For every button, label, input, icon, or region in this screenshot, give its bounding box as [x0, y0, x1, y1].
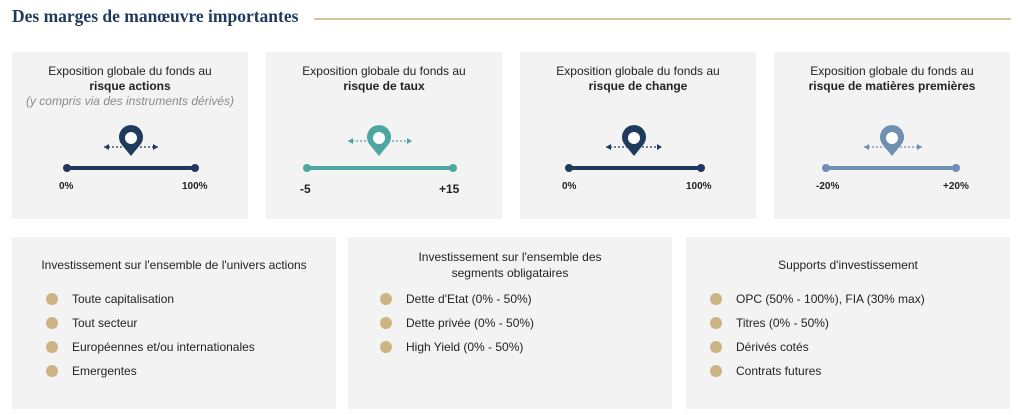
list-item-label: Titres (0% - 50%): [736, 316, 829, 330]
list-item-label: Européennes et/ou internationales: [72, 340, 255, 354]
exposure-title-line: Exposition globale du fonds au: [302, 64, 466, 78]
map-pin-icon: [622, 125, 646, 156]
exposure-title-line: Exposition globale du fonds au: [48, 64, 212, 78]
page-title: Des marges de manœuvre importantes: [12, 6, 299, 26]
exposure-gauge: [63, 125, 199, 172]
exposure-risk-name: risque de matières premières: [808, 79, 976, 93]
map-pin-icon: [119, 125, 143, 156]
bullet-dot-icon: [710, 293, 722, 305]
list-card-obligataires: Investissement sur l'ensemble des segmen…: [348, 237, 672, 409]
bullet-dot-icon: [380, 293, 392, 305]
bullet-dot-icon: [710, 341, 722, 353]
bullet-dot-icon: [710, 365, 722, 377]
exposure-card-matieres-premieres: Exposition globale du fonds au risque de…: [774, 52, 1010, 219]
exposure-risk-name: risque de taux: [343, 79, 425, 93]
exposure-gauge: [822, 125, 960, 172]
exposure-card-actions: Exposition globale du fonds au risque ac…: [12, 52, 248, 219]
list-title-line: Investissement sur l'ensemble des: [418, 250, 602, 264]
gauge-min-label: 0%: [562, 181, 577, 192]
list-item-label: Tout secteur: [72, 316, 138, 330]
list-item-label: Toute capitalisation: [72, 292, 175, 306]
list-card-title: Investissement sur l'ensemble de l'unive…: [12, 257, 336, 273]
exposure-title-line: Exposition globale du fonds au: [810, 64, 974, 78]
list-card-actions: Investissement sur l'ensemble de l'unive…: [12, 237, 336, 409]
gauge-max-label: 100%: [182, 181, 208, 192]
bullet-dot-icon: [710, 317, 722, 329]
exposure-card-taux: Exposition globale du fonds au risque de…: [266, 52, 502, 219]
title-divider: [314, 18, 1011, 20]
list-item-label: Contrats futures: [736, 364, 822, 378]
list-item-label: Emergentes: [72, 364, 137, 378]
list-item-label: Dérivés cotés: [736, 340, 809, 354]
exposure-card-title: Exposition globale du fonds au risque de…: [774, 64, 1010, 94]
gauge-min-label: 0%: [59, 181, 74, 192]
exposure-card-change: Exposition globale du fonds au risque de…: [520, 52, 756, 219]
gauge-max-label: 100%: [686, 181, 712, 192]
list-card-supports: Supports d'investissement OPC (50% - 100…: [686, 237, 1010, 409]
bullet-dot-icon: [380, 341, 392, 353]
bullet-dot-icon: [380, 317, 392, 329]
exposure-gauge: [565, 125, 705, 172]
gauge-end: [697, 164, 705, 172]
gauge-end: [303, 164, 311, 172]
gauge-end: [191, 164, 199, 172]
bullet-dot-icon: [46, 365, 58, 377]
exposure-note: (y compris via des instruments dérivés): [25, 94, 235, 108]
gauge-end: [449, 164, 457, 172]
bullet-dot-icon: [46, 341, 58, 353]
exposure-risk-name: risque actions: [89, 79, 171, 93]
list-item-label: Dette d'Etat (0% - 50%): [406, 292, 532, 306]
gauge-end: [63, 164, 71, 172]
list-title-line: segments obligataires: [451, 266, 569, 280]
gauge-end: [822, 164, 830, 172]
double-arrow-icon: [104, 144, 158, 150]
list-item-label: Dette privée (0% - 50%): [406, 316, 535, 330]
exposure-card-title: Exposition globale du fonds au risque de…: [520, 64, 756, 94]
gauge-max-label: +20%: [943, 181, 969, 192]
exposure-gauge: [303, 125, 457, 172]
gauge-min-label: -5: [300, 182, 311, 196]
gauge-max-label: +15: [439, 182, 460, 196]
exposure-risk-name: risque de change: [588, 79, 688, 93]
map-pin-icon: [880, 125, 904, 156]
exposure-card-title: Exposition globale du fonds au risque de…: [266, 64, 502, 94]
map-pin-icon: [367, 125, 391, 156]
list-card-title: Supports d'investissement: [686, 257, 1010, 273]
gauge-end: [952, 164, 960, 172]
bullet-dot-icon: [46, 317, 58, 329]
list-card-title: Investissement sur l'ensemble des segmen…: [348, 249, 672, 281]
exposure-title-line: Exposition globale du fonds au: [556, 64, 720, 78]
bullet-dot-icon: [46, 293, 58, 305]
list-item-label: High Yield (0% - 50%): [406, 340, 524, 354]
list-item-label: OPC (50% - 100%), FIA (30% max): [736, 292, 925, 306]
exposure-card-title: Exposition globale du fonds au risque ac…: [12, 64, 248, 109]
gauge-min-label: -20%: [816, 181, 840, 192]
gauge-end: [565, 164, 573, 172]
list-title-line: Investissement sur l'ensemble de l'unive…: [41, 258, 307, 272]
list-title-line: Supports d'investissement: [778, 258, 918, 272]
